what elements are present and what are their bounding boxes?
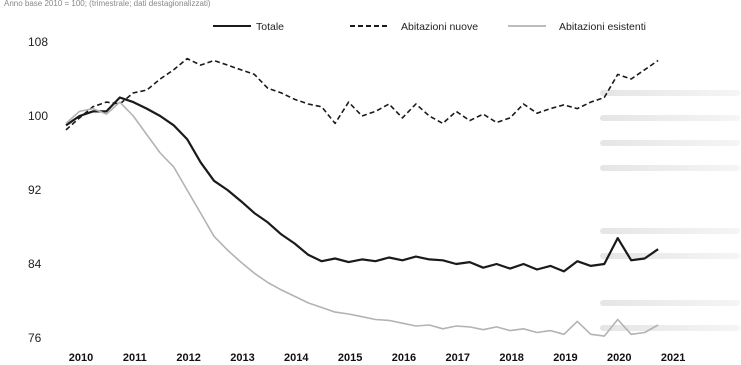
y-tick-label: 84 xyxy=(28,257,42,271)
x-tick-label: 2020 xyxy=(607,352,631,364)
series-group xyxy=(65,57,659,337)
y-tick-label: 108 xyxy=(28,35,48,49)
legend-label-1: Totale xyxy=(256,21,284,33)
series-line-1 xyxy=(65,96,659,273)
x-tick-label: 2014 xyxy=(284,352,309,364)
y-tick-label: 100 xyxy=(28,109,48,123)
x-axis: 2010 2011 2012 2013 2014 2015 2016 2017 2018 2019… xyxy=(69,352,686,364)
x-tick-label: 2017 xyxy=(446,352,470,364)
x-tick-label: 2013 xyxy=(230,352,254,364)
x-tick-label: 2015 xyxy=(338,352,362,364)
x-tick-label: 2011 xyxy=(123,352,147,364)
x-tick-label: 2018 xyxy=(499,352,523,364)
x-tick-label: 2010 xyxy=(69,352,93,364)
x-tick-label: 2019 xyxy=(553,352,577,364)
x-tick-label: 2016 xyxy=(392,352,416,364)
header-fragment: Anno base 2010 = 100; (trimestrale; dati… xyxy=(4,0,211,8)
x-tick-label: 2012 xyxy=(176,352,200,364)
series-line-3 xyxy=(65,101,659,337)
y-tick-label: 92 xyxy=(28,183,42,197)
legend-label-2: Abitazioni nuove xyxy=(401,21,478,33)
chart-legend: Totale Abitazioni nuove Abitazioni esisten… xyxy=(213,21,646,33)
x-tick-label: 2021 xyxy=(661,352,685,364)
y-axis: 76 84 92 100 108 xyxy=(28,35,48,345)
series-line-2 xyxy=(65,57,659,131)
legend-label-3: Abitazioni esistenti xyxy=(559,21,646,33)
y-tick-label: 76 xyxy=(28,331,42,345)
